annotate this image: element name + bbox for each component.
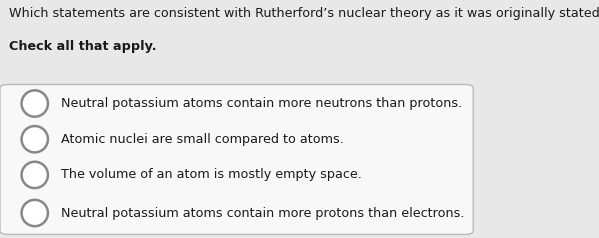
Text: Check all that apply.: Check all that apply.	[9, 40, 156, 54]
Text: The volume of an atom is mostly empty space.: The volume of an atom is mostly empty sp…	[61, 169, 362, 181]
Text: Which statements are consistent with Rutherford’s nuclear theory as it was origi: Which statements are consistent with Rut…	[9, 7, 599, 20]
FancyBboxPatch shape	[0, 84, 473, 234]
Text: Atomic nuclei are small compared to atoms.: Atomic nuclei are small compared to atom…	[61, 133, 344, 146]
Ellipse shape	[22, 126, 48, 152]
Ellipse shape	[22, 162, 48, 188]
Text: Neutral potassium atoms contain more protons than electrons.: Neutral potassium atoms contain more pro…	[61, 207, 465, 219]
Text: Neutral potassium atoms contain more neutrons than protons.: Neutral potassium atoms contain more neu…	[61, 97, 462, 110]
Ellipse shape	[22, 90, 48, 117]
Ellipse shape	[22, 200, 48, 226]
